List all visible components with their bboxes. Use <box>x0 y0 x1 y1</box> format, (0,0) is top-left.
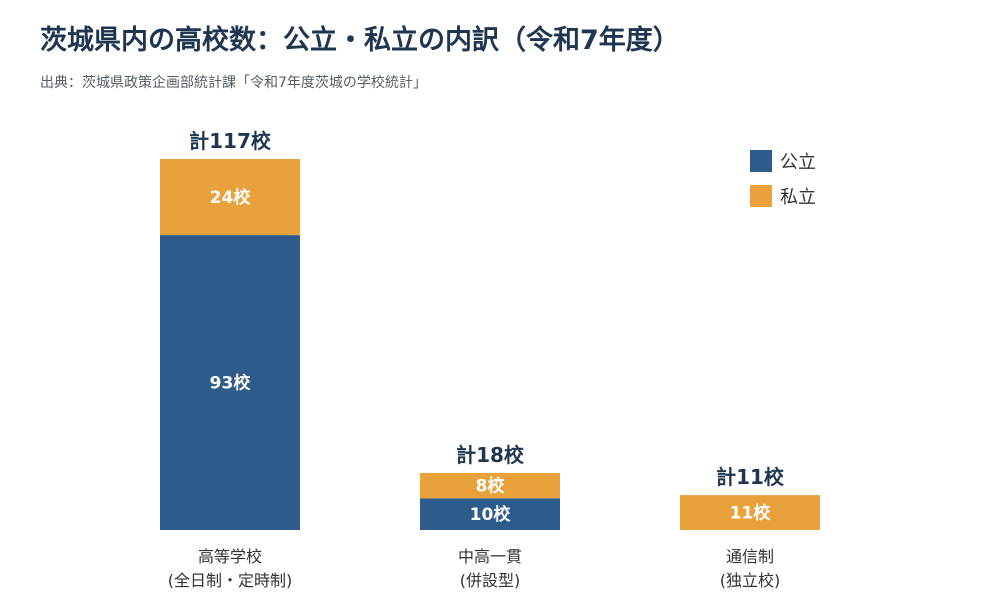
legend-label: 私立 <box>780 187 816 208</box>
bar-value-label: 93校 <box>210 373 252 394</box>
bar-segment-private-2 <box>680 495 820 530</box>
legend-label: 公立 <box>780 152 816 173</box>
category-label: 中高一貫 <box>458 547 522 566</box>
bar-segment-private-0 <box>160 159 300 236</box>
bar-total-label: 計117校 <box>189 129 272 153</box>
bar-segment-public-1 <box>420 498 560 530</box>
bar-value-label: 8校 <box>476 476 506 497</box>
chart-source: 出典：茨城県政策企画部統計課「令和7年度茨城の学校統計」 <box>40 75 427 91</box>
legend-swatch-public <box>750 150 772 172</box>
bar-segment-public-0 <box>160 235 300 530</box>
bar-value-label: 11校 <box>730 503 772 524</box>
bar-value-label: 10校 <box>470 504 512 525</box>
bar-segment-private-1 <box>420 472 560 499</box>
category-label: (全日制・定時制) <box>168 571 293 590</box>
bar-total-label: 計11校 <box>716 465 785 489</box>
legend-swatch-private <box>750 185 772 207</box>
bar-value-label: 24校 <box>210 187 252 208</box>
bar-total-label: 計18校 <box>456 443 525 467</box>
category-label: 通信制 <box>726 547 774 566</box>
chart-title: 茨城県内の高校数：公立・私立の内訳（令和7年度） <box>40 25 680 56</box>
category-label: (独立校) <box>720 571 781 590</box>
category-label: (併設型) <box>460 571 521 590</box>
category-label: 高等学校 <box>198 547 262 566</box>
